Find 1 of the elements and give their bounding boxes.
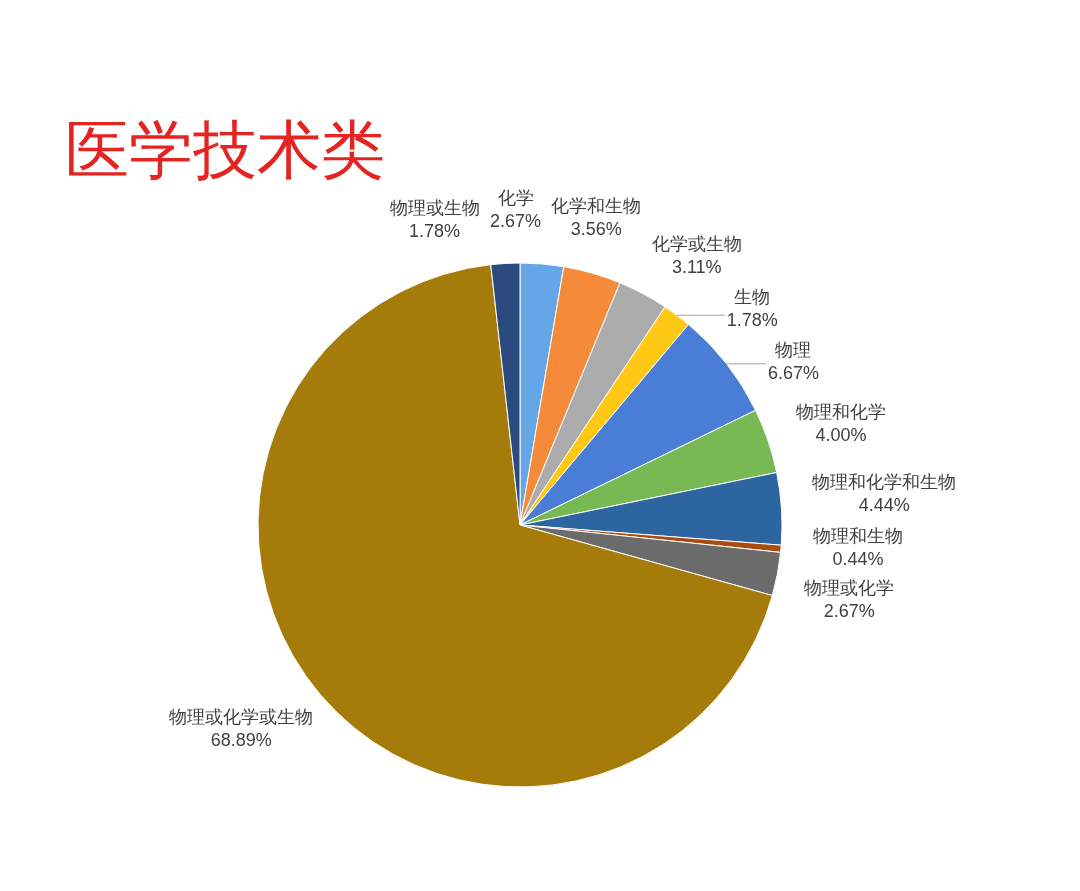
title: 医学技术类 (65, 114, 385, 186)
